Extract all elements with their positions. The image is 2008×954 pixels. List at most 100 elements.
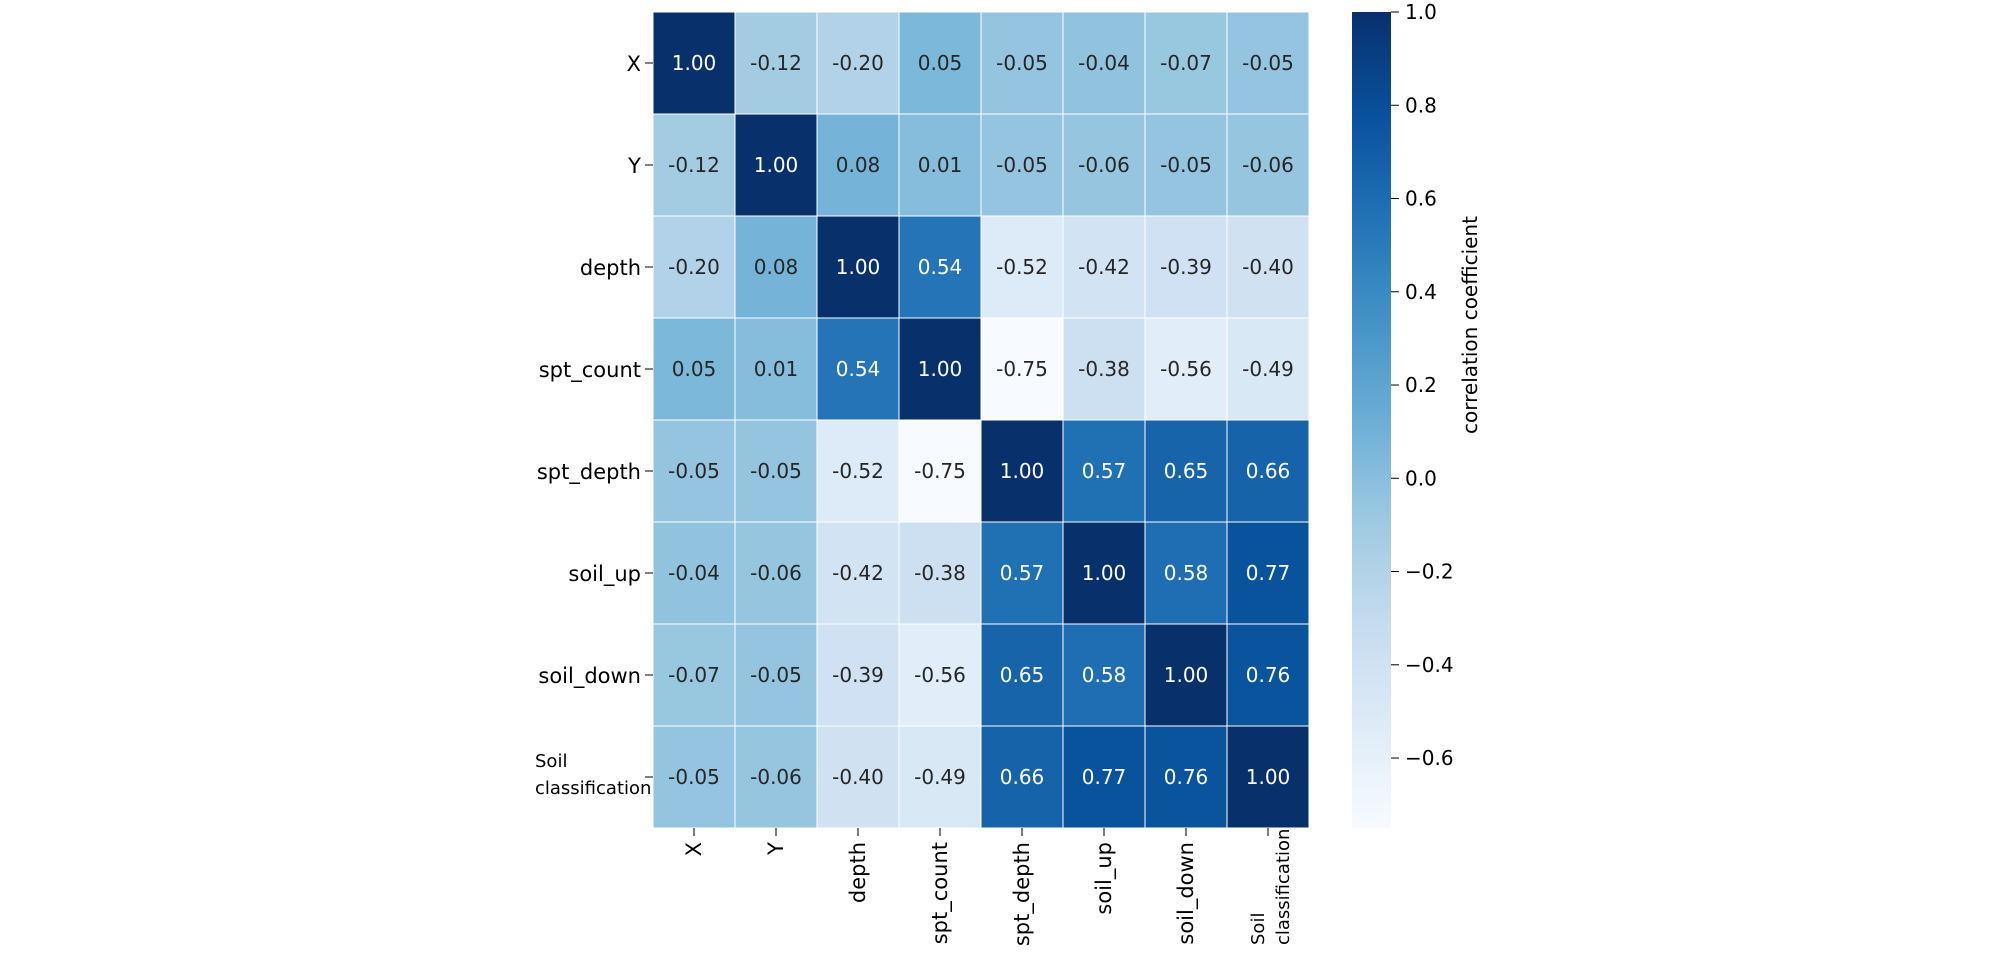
heatmap-cell — [980, 419, 1064, 523]
column-label-text: Y — [764, 842, 788, 856]
colorbar-tick: 0.4 — [1391, 280, 1437, 304]
cell-value-label: 0.66 — [1000, 765, 1045, 789]
colorbar-tick-label: −0.2 — [1405, 560, 1454, 584]
heatmap-cell — [1062, 521, 1146, 625]
cell-value-label: -0.06 — [750, 561, 802, 585]
cell-value-label: -0.56 — [1160, 357, 1212, 381]
cell-value-label: -0.05 — [1160, 153, 1212, 177]
heatmap-cell — [1144, 623, 1228, 727]
cell-value-label: 0.58 — [1164, 561, 1209, 585]
cell-value-label: 0.08 — [754, 255, 799, 279]
heatmap-cell — [816, 317, 900, 421]
row-label-soil-classification: Soil classification — [535, 751, 653, 799]
cell-value-label: 0.76 — [1246, 663, 1291, 687]
cell-value-label: 0.05 — [918, 51, 963, 75]
cell-value-label: 1.00 — [1164, 663, 1209, 687]
heatmap-cell — [1062, 113, 1146, 217]
heatmap-cell — [1226, 521, 1310, 625]
cell-value-label: 0.57 — [1082, 459, 1127, 483]
cell-value-label: 1.00 — [672, 51, 717, 75]
colorbar-tick-label: 0.2 — [1405, 373, 1437, 397]
colorbar-tick: 0.8 — [1391, 93, 1437, 117]
cell-value-label: 0.08 — [836, 153, 881, 177]
heatmap-cell — [1144, 215, 1228, 319]
column-label-text: classification — [1273, 829, 1294, 945]
column-label-text: soil_down — [1174, 842, 1199, 945]
cell-value-label: 0.66 — [1246, 459, 1291, 483]
row-label-text: X — [627, 52, 641, 76]
cell-value-label: -0.06 — [750, 765, 802, 789]
colorbar-tick-label: 0.4 — [1405, 280, 1437, 304]
colorbar: 1.0 0.8 0.6 0.4 0.2 0.0 −0.2 −0.4 −0.6 correlatio… — [1352, 0, 1482, 828]
row-label-text: spt_count — [539, 358, 641, 383]
cell-value-label: -0.05 — [668, 459, 720, 483]
colorbar-tick: −0.6 — [1391, 746, 1454, 770]
cell-value-label: 1.00 — [1000, 459, 1045, 483]
cell-value-label: -0.05 — [996, 51, 1048, 75]
cell-value-label: 0.65 — [1164, 459, 1209, 483]
column-label-text: spt_count — [928, 842, 953, 944]
column-label-text: spt_depth — [1010, 842, 1035, 946]
column-label-text: X — [682, 842, 706, 856]
heatmap-cell — [1226, 725, 1310, 829]
row-label-y: Y — [627, 154, 653, 178]
cell-value-label: 0.58 — [1082, 663, 1127, 687]
cell-value-label: -0.40 — [1242, 255, 1294, 279]
colorbar-tick: 0.6 — [1391, 187, 1437, 211]
cell-value-label: -0.07 — [1160, 51, 1212, 75]
heatmap-cell — [1226, 419, 1310, 523]
colorbar-tick-label: 1.0 — [1405, 0, 1437, 24]
cell-value-label: -0.75 — [996, 357, 1048, 381]
heatmap-cell — [734, 215, 818, 319]
colorbar-tick-label: −0.6 — [1405, 746, 1454, 770]
heatmap-cell — [652, 11, 736, 115]
cell-value-label: -0.05 — [750, 459, 802, 483]
column-label-spt-count: spt_count — [928, 828, 953, 944]
cell-value-label: 0.54 — [836, 357, 881, 381]
cell-value-label: -0.40 — [832, 765, 884, 789]
row-label-text: soil_up — [568, 562, 641, 587]
heatmap-cell — [734, 623, 818, 727]
row-label-text: classification — [535, 778, 651, 799]
heatmap-cell — [816, 725, 900, 829]
cell-value-label: -0.20 — [832, 51, 884, 75]
cell-value-label: -0.39 — [832, 663, 884, 687]
row-label-text: depth — [580, 256, 641, 280]
colorbar-tick-label: −0.4 — [1405, 653, 1454, 677]
column-label-y: Y — [764, 828, 788, 856]
heatmap-cell — [980, 725, 1064, 829]
row-label-x: X — [627, 52, 653, 76]
colorbar-tick: −0.4 — [1391, 653, 1454, 677]
row-label-soil-up: soil_up — [568, 562, 653, 587]
heatmap-cell — [652, 623, 736, 727]
heatmap-cell — [1062, 419, 1146, 523]
colorbar-tick: −0.2 — [1391, 560, 1454, 584]
cell-value-label: -0.12 — [668, 153, 720, 177]
cell-value-label: -0.07 — [668, 663, 720, 687]
heatmap-cell — [816, 11, 900, 115]
cell-value-label: -0.49 — [914, 765, 966, 789]
cell-value-label: -0.49 — [1242, 357, 1294, 381]
cell-value-label: 0.77 — [1082, 765, 1127, 789]
heatmap-cell — [1144, 521, 1228, 625]
colorbar-tick-label: 0.6 — [1405, 187, 1437, 211]
column-label-soil-classification: Soil classification — [1248, 828, 1294, 945]
cell-value-label: -0.05 — [1242, 51, 1294, 75]
cell-value-label: -0.06 — [1242, 153, 1294, 177]
colorbar-tick-label: 0.0 — [1405, 466, 1437, 490]
column-label-text: depth — [846, 842, 870, 903]
column-label-soil-down: soil_down — [1174, 828, 1199, 945]
heatmap-cell — [980, 11, 1064, 115]
cell-value-label: -0.75 — [914, 459, 966, 483]
cell-value-label: 1.00 — [1082, 561, 1127, 585]
heatmap-cells: 1.00 -0.12 -0.20 0.05 -0.05 -0.04 -0.07 -0.05 -0… — [652, 11, 1310, 829]
heatmap-cell — [980, 317, 1064, 421]
heatmap-cell — [898, 113, 982, 217]
cell-value-label: -0.12 — [750, 51, 802, 75]
colorbar-tick-label: 0.8 — [1405, 93, 1437, 117]
cell-value-label: -0.05 — [750, 663, 802, 687]
cell-value-label: -0.05 — [668, 765, 720, 789]
column-label-text: soil_up — [1092, 842, 1117, 915]
heatmap-cell — [898, 11, 982, 115]
